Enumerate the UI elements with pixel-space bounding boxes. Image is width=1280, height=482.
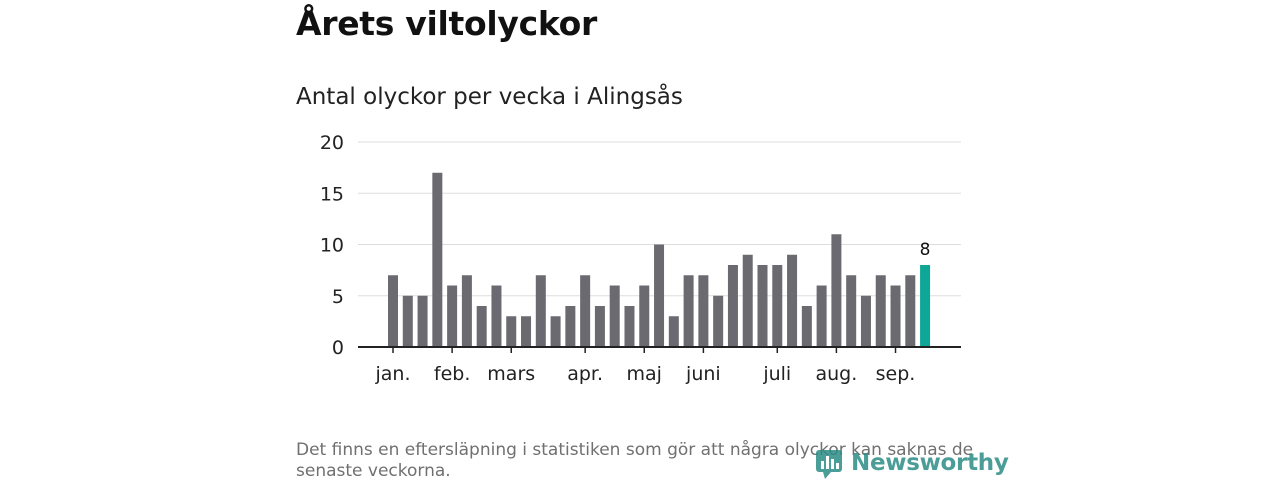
y-tick-label: 15	[320, 183, 344, 205]
bar	[580, 275, 591, 347]
bar	[801, 306, 812, 347]
x-tick-label: feb.	[434, 363, 470, 385]
bar	[461, 275, 472, 347]
bar	[772, 265, 783, 347]
bar	[491, 285, 502, 347]
bar	[787, 254, 798, 347]
bar	[388, 275, 398, 347]
bar	[506, 316, 517, 347]
bar	[875, 275, 886, 347]
bar	[521, 316, 532, 347]
bar	[846, 275, 857, 347]
bar	[860, 295, 871, 347]
bar	[683, 275, 694, 347]
footnote: Det finns en eftersläpning i statistiken…	[296, 440, 974, 481]
x-tick-label: maj	[627, 363, 662, 385]
newsworthy-logo-icon	[816, 450, 842, 479]
x-tick-label: juli	[762, 363, 791, 385]
bars	[388, 172, 931, 347]
y-axis-ticks: 0 5 10 15 20	[320, 132, 344, 359]
bar	[594, 306, 605, 347]
bar	[668, 316, 679, 347]
bar	[639, 285, 650, 347]
bar	[654, 244, 665, 347]
bar	[565, 306, 576, 347]
bar	[447, 285, 458, 347]
y-tick-label: 10	[320, 235, 344, 257]
bar	[890, 285, 901, 347]
bar	[402, 295, 413, 347]
x-tick-label: juni	[685, 363, 721, 385]
bar	[417, 295, 428, 347]
data-label: 8	[920, 240, 931, 260]
bar	[831, 234, 842, 347]
bar	[432, 172, 443, 347]
bar	[535, 275, 546, 347]
bar	[727, 265, 738, 347]
x-axis-ticks: jan. feb. mars apr. maj juni juli aug. sep.	[374, 347, 915, 385]
bar	[609, 285, 620, 347]
bar	[624, 306, 635, 347]
data-labels: 8	[920, 240, 931, 260]
chart-title: Antal olyckor per vecka i Alingsås	[296, 84, 683, 110]
x-tick-label: jan.	[374, 363, 410, 385]
x-tick-label: aug.	[816, 363, 858, 385]
page-title: Årets viltolyckor	[296, 4, 597, 43]
x-tick-label: mars	[487, 363, 535, 385]
bar	[742, 254, 753, 347]
logo-text: Newsworthy	[851, 450, 1009, 476]
bar	[550, 316, 561, 347]
bar-highlight	[920, 265, 931, 347]
bar	[698, 275, 709, 347]
bar	[713, 295, 724, 347]
x-tick-label: apr.	[567, 363, 603, 385]
bar	[757, 265, 768, 347]
bar	[905, 275, 916, 347]
bar-chart: 0 5 10 15 20 jan. feb. mars apr. maj juni juli aug.…	[320, 132, 961, 385]
y-tick-label: 5	[332, 286, 344, 308]
newsworthy-logo[interactable]: Newsworthy	[815, 446, 1009, 480]
bar	[476, 306, 487, 347]
x-tick-label: sep.	[876, 363, 916, 385]
y-tick-label: 0	[332, 337, 344, 359]
y-tick-label: 20	[320, 132, 344, 154]
bar	[816, 285, 827, 347]
